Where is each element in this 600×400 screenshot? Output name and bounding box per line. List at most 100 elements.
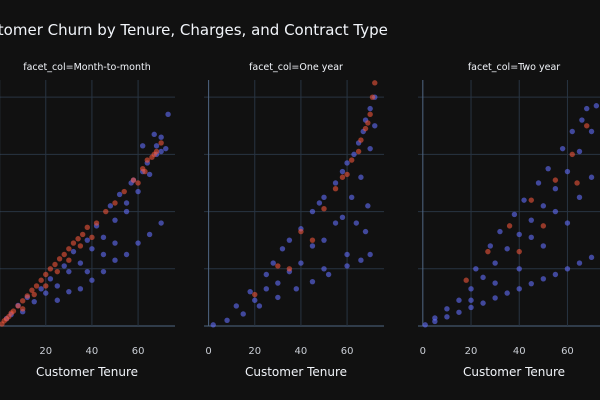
- x-tick-label: 20: [465, 346, 478, 357]
- data-point: [158, 220, 164, 226]
- data-point: [444, 306, 450, 312]
- data-point: [38, 286, 44, 292]
- data-point: [121, 188, 127, 195]
- data-point: [593, 103, 600, 109]
- data-point: [153, 143, 160, 149]
- facets-group: 20 40 60 facet_col=Month-to-month Customer T…: [0, 62, 600, 379]
- data-point: [112, 217, 118, 223]
- x-axis-title: Customer Tenure: [463, 365, 565, 379]
- data-point: [339, 168, 346, 175]
- data-point: [569, 151, 575, 158]
- data-point: [100, 251, 107, 258]
- data-point: [344, 160, 350, 166]
- data-point: [468, 286, 474, 292]
- data-point: [365, 203, 371, 209]
- data-point: [52, 261, 58, 268]
- data-point: [422, 322, 428, 328]
- data-point: [358, 257, 364, 263]
- x-axis-title: Customer Tenure: [36, 365, 138, 379]
- data-point: [135, 188, 141, 195]
- data-point: [107, 203, 114, 209]
- data-point: [158, 134, 164, 140]
- data-point: [309, 237, 316, 243]
- data-point: [210, 322, 216, 328]
- data-point: [309, 243, 316, 249]
- data-point: [89, 246, 95, 252]
- data-point: [588, 128, 595, 135]
- data-point: [70, 240, 77, 246]
- x-tick-label: 60: [561, 346, 574, 357]
- data-point: [151, 151, 157, 158]
- data-point: [66, 288, 72, 295]
- data-point: [576, 260, 583, 266]
- series-no-churn: [422, 103, 600, 328]
- data-point: [43, 271, 49, 278]
- data-point: [432, 315, 438, 321]
- data-point: [31, 298, 37, 305]
- data-point: [528, 234, 534, 241]
- data-point: [588, 254, 595, 261]
- data-point: [492, 260, 498, 266]
- data-point: [38, 277, 44, 283]
- data-point: [256, 303, 263, 309]
- data-point: [240, 311, 246, 317]
- data-point: [123, 200, 130, 206]
- data-point: [497, 228, 503, 235]
- x-tick-label: 40: [513, 346, 526, 357]
- data-point: [321, 237, 327, 243]
- series-churn: [0, 140, 164, 327]
- data-point: [540, 243, 547, 249]
- data-point: [47, 266, 54, 272]
- data-point: [362, 228, 369, 235]
- data-point: [552, 208, 559, 215]
- data-point: [24, 293, 31, 299]
- data-point: [516, 231, 522, 238]
- data-point: [584, 123, 590, 129]
- data-point: [84, 268, 91, 275]
- data-point: [293, 286, 300, 292]
- data-point: [576, 148, 583, 155]
- data-point: [56, 256, 63, 262]
- data-point: [468, 297, 474, 303]
- data-point: [574, 180, 580, 186]
- chart-title: Customer Churn by Tenure, Charges, and C…: [0, 21, 388, 39]
- data-point: [351, 151, 357, 158]
- data-point: [252, 291, 258, 298]
- x-tick-label: 60: [132, 346, 145, 357]
- data-point: [66, 246, 72, 252]
- x-tick-label: 60: [341, 346, 354, 357]
- data-point: [54, 268, 61, 275]
- data-point: [10, 308, 17, 314]
- data-point: [463, 277, 469, 283]
- data-point: [112, 240, 118, 246]
- x-tick-label: 40: [295, 346, 308, 357]
- data-point: [309, 208, 316, 215]
- data-point: [103, 208, 109, 215]
- facet-panel-1: 20 40 60 facet_col=Month-to-month Customer T…: [0, 62, 175, 379]
- data-point: [247, 288, 253, 295]
- data-point: [270, 260, 276, 266]
- facet-panel-2: 0 20 40 60 facet_col=One year Customer Tenure: [204, 62, 384, 379]
- data-point: [100, 268, 107, 275]
- data-point: [564, 220, 571, 226]
- data-point: [31, 291, 37, 298]
- data-point: [367, 145, 373, 152]
- data-point: [516, 248, 522, 255]
- data-point: [504, 246, 510, 252]
- data-point: [54, 283, 61, 289]
- data-point: [142, 168, 148, 175]
- x-tick-label: 0: [205, 346, 211, 357]
- data-point: [358, 174, 364, 180]
- data-point: [487, 243, 494, 249]
- data-point: [559, 145, 566, 152]
- data-point: [275, 263, 281, 269]
- series-churn: [252, 80, 378, 298]
- data-point: [43, 283, 49, 289]
- data-point: [485, 248, 491, 255]
- data-point: [367, 105, 373, 112]
- data-point: [339, 174, 346, 180]
- data-point: [492, 280, 498, 286]
- data-point: [511, 211, 518, 218]
